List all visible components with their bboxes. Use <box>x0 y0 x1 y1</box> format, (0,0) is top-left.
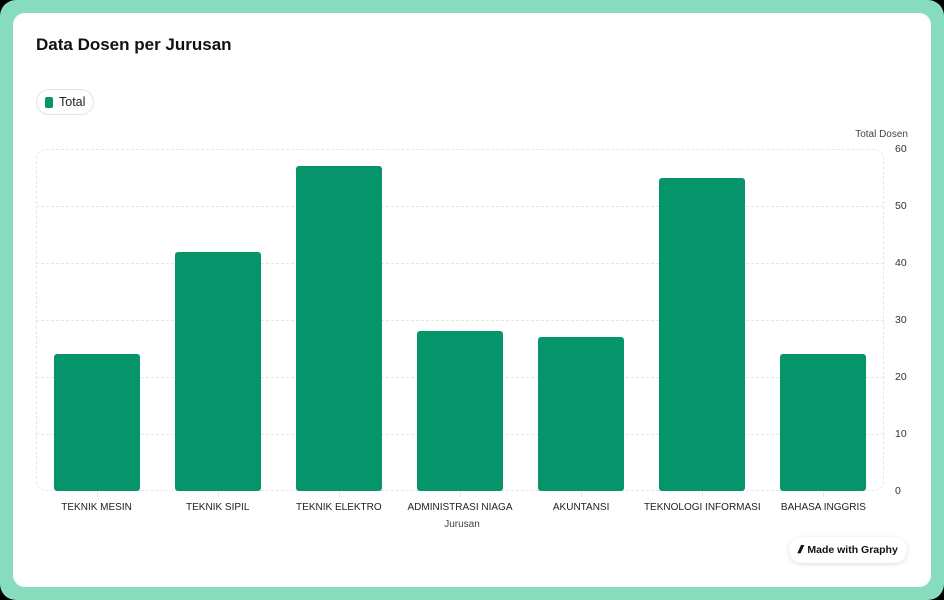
bar-bahasa-inggris[interactable] <box>780 354 867 491</box>
y-tick-label: 30 <box>895 314 907 326</box>
x-tick-label: TEKNOLOGI INFORMASI <box>643 502 761 513</box>
x-tick-label: AKUNTANSI <box>552 502 610 513</box>
gridline <box>36 320 884 321</box>
legend-item-total[interactable]: Total <box>36 89 95 115</box>
bar-teknik-sipil[interactable] <box>174 251 261 491</box>
bar-teknologi-informasi[interactable] <box>659 177 746 491</box>
x-tick-label: TEKNIK ELEKTRO <box>296 502 382 513</box>
y-tick-label: 60 <box>895 143 907 155</box>
bar-akuntansi[interactable] <box>538 337 625 491</box>
bar-administrasi-niaga[interactable] <box>417 331 503 491</box>
y-tick-label: 50 <box>895 200 907 212</box>
legend-swatch-icon <box>45 96 53 108</box>
y-tick-label: 20 <box>895 371 907 383</box>
badge-label: Made with Graphy <box>807 544 898 556</box>
bar-teknik-mesin[interactable] <box>53 354 140 491</box>
bar-teknik-elektro[interactable] <box>295 166 382 491</box>
gridline <box>36 263 884 264</box>
legend-label: Total <box>59 95 86 109</box>
x-axis-title: Jurusan <box>444 519 480 530</box>
x-tick-label: BAHASA INGGRIS <box>780 502 866 513</box>
x-tick-label: ADMINISTRASI NIAGA <box>407 502 513 513</box>
y-axis-title: Total Dosen <box>855 129 908 140</box>
x-tick-mark <box>460 491 461 497</box>
x-tick-mark <box>823 491 825 497</box>
graphy-logo-icon: /// <box>796 544 803 556</box>
x-tick-mark <box>581 491 583 497</box>
x-tick-mark <box>96 491 98 497</box>
chart-card: Data Dosen per Jurusan Total Total Dosen… <box>13 13 931 587</box>
y-tick-label: 10 <box>895 428 907 440</box>
x-tick-mark <box>217 491 219 497</box>
x-tick-mark <box>338 491 340 497</box>
y-tick-label: 0 <box>895 485 901 497</box>
made-with-graphy-badge[interactable]: /// Made with Graphy <box>789 537 907 563</box>
x-tick-label: TEKNIK SIPIL <box>186 502 250 513</box>
y-tick-label: 40 <box>895 257 907 269</box>
x-tick-label: TEKNIK MESIN <box>61 502 132 513</box>
chart-title: Data Dosen per Jurusan <box>36 35 232 54</box>
gridline <box>36 206 884 207</box>
x-tick-mark <box>702 491 704 497</box>
